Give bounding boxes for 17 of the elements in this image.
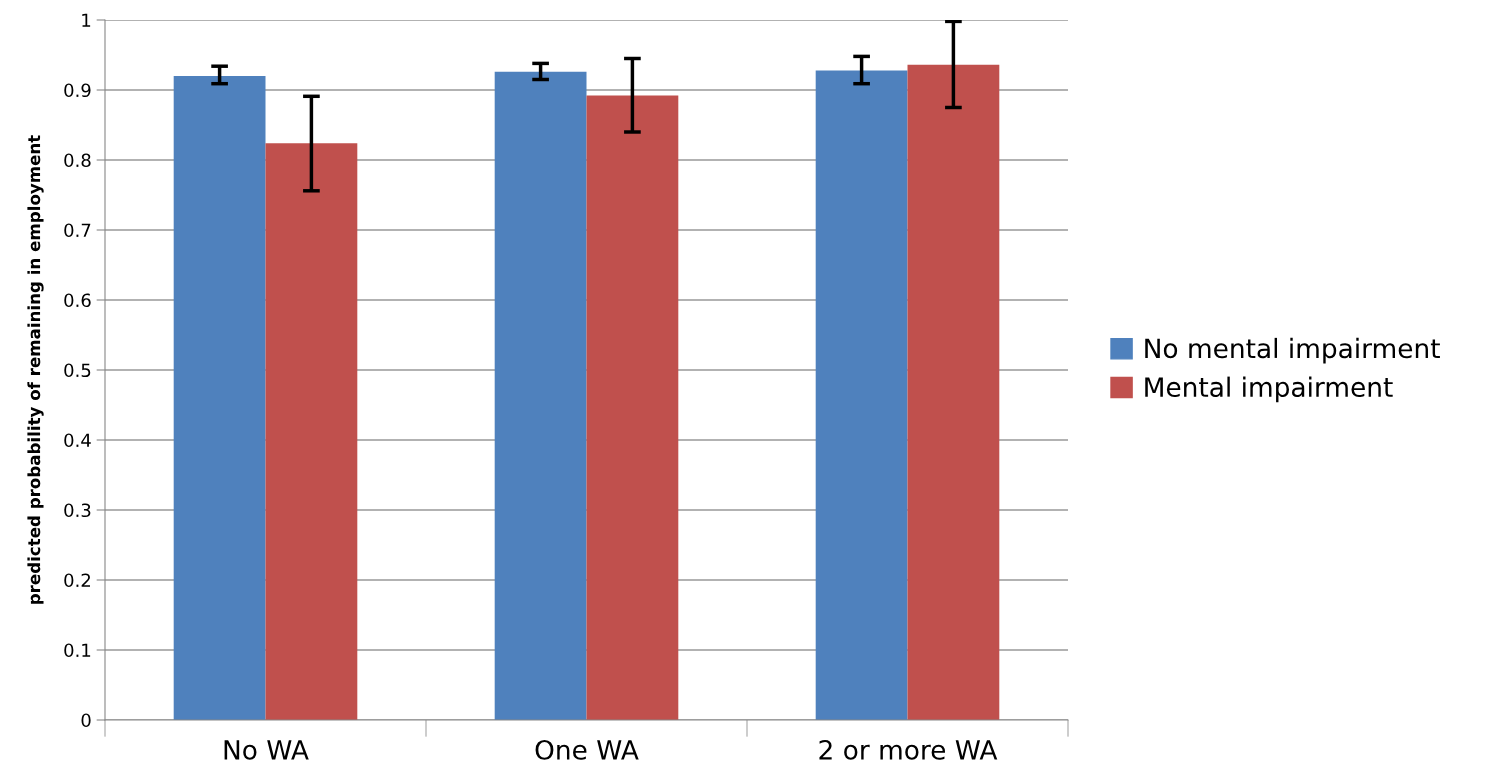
- y-tick-label: 0.3: [64, 503, 91, 518]
- y-tick-label: 0.4: [64, 433, 91, 448]
- y-tick-label: 0.1: [64, 643, 91, 658]
- y-tick-label: 0: [81, 713, 91, 728]
- x-tick-label: 2 or more WA: [819, 739, 998, 760]
- y-tick-label: 1: [82, 13, 91, 27]
- y-tick-label: 0.5: [64, 363, 91, 378]
- x-tick-label: One WA: [535, 739, 639, 760]
- y-tick-label: 0.6: [64, 293, 91, 308]
- y-axis-title: predicted probability of remaining in employment: [27, 135, 44, 604]
- y-tick-label: 0.2: [64, 573, 90, 588]
- y-tick-label: 0.7: [64, 223, 91, 238]
- x-tick-label: No WA: [224, 740, 309, 760]
- y-tick-label: 0.8: [64, 153, 91, 168]
- legend-label: No mental impairment: [1145, 337, 1440, 364]
- legend-label: Mental impairment: [1145, 376, 1393, 403]
- y-tick-label: 0.9: [64, 83, 91, 98]
